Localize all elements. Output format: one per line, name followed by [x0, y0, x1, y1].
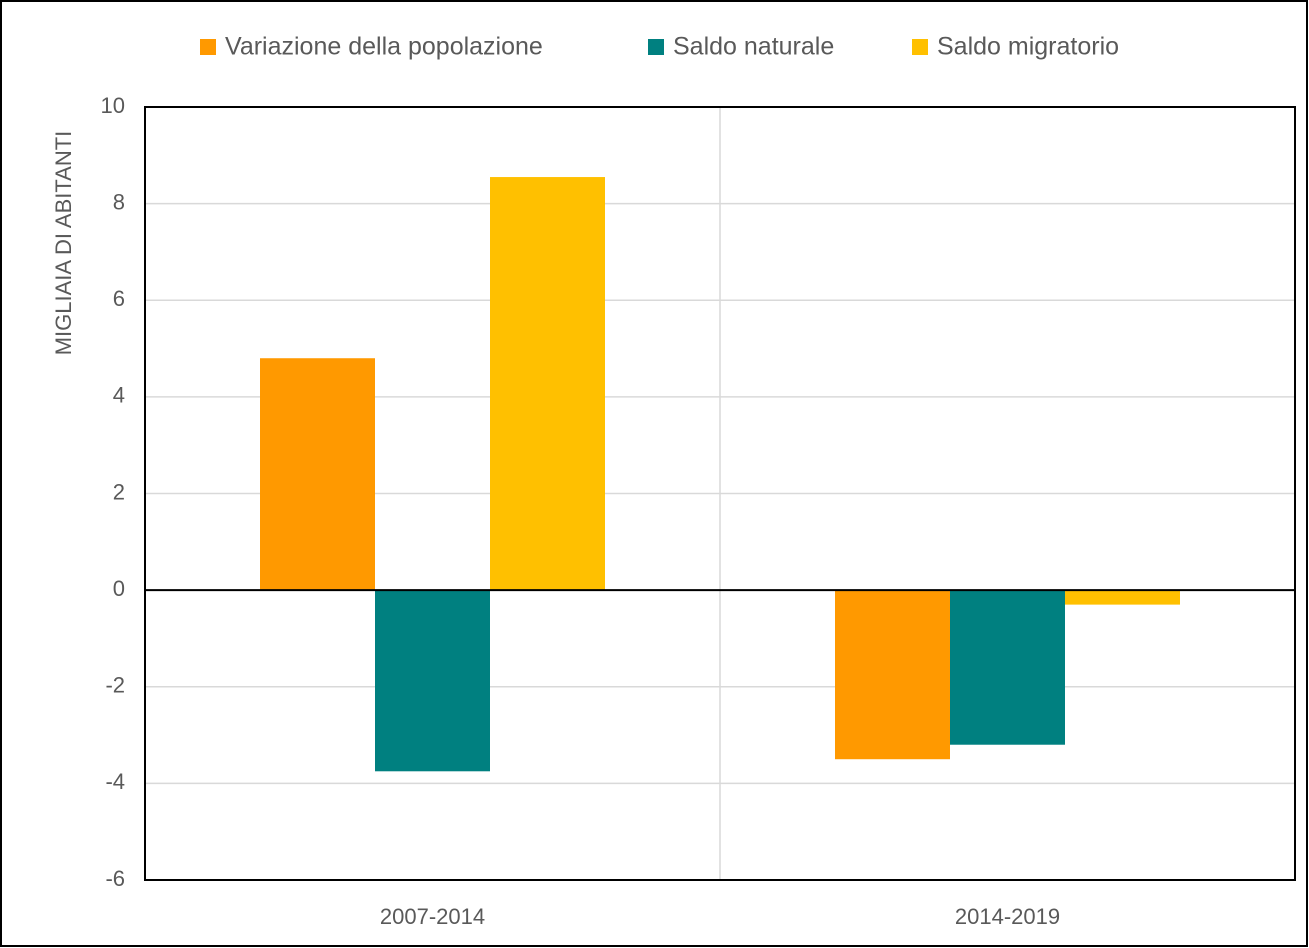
- y-tick-label: 8: [113, 189, 125, 214]
- bar: [490, 177, 605, 591]
- plot-frame: [144, 106, 1296, 881]
- y-tick-label: -6: [105, 866, 125, 891]
- x-tick-label: 2007-2014: [380, 904, 485, 929]
- y-axis-label: MIGLIAIA DI ABITANTI: [51, 131, 76, 356]
- y-tick-label: -2: [105, 673, 125, 698]
- y-tick-label: -4: [105, 769, 125, 794]
- bar: [950, 590, 1065, 745]
- legend-swatch: [200, 39, 216, 55]
- legend-label: Saldo migratorio: [937, 33, 1119, 61]
- legend-swatch: [912, 39, 928, 55]
- bar: [375, 590, 490, 772]
- bar: [260, 358, 375, 591]
- bar: [835, 590, 950, 760]
- bar: [1065, 590, 1180, 605]
- y-tick-label: 6: [113, 286, 125, 311]
- x-tick-label: 2014-2019: [955, 904, 1060, 929]
- legend-swatch: [648, 39, 664, 55]
- legend-label: Saldo naturale: [673, 33, 834, 61]
- y-tick-label: 2: [113, 479, 125, 504]
- legend-label: Variazione della popolazione: [225, 33, 543, 61]
- y-tick-label: 10: [101, 93, 125, 118]
- y-tick-label: 0: [113, 576, 125, 601]
- y-tick-label: 4: [113, 383, 125, 408]
